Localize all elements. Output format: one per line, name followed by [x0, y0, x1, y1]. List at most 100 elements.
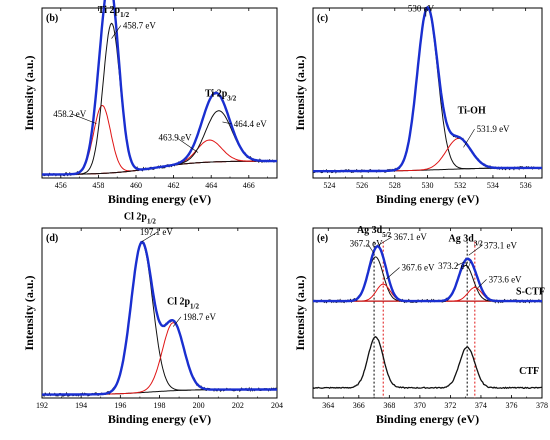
panel-label: (d): [46, 233, 58, 244]
x-tick-label: 536: [520, 181, 532, 190]
annotation-arrow: [386, 267, 400, 280]
x-tick-label: 366: [353, 401, 365, 410]
series-label: S-CTF: [516, 286, 545, 297]
peak-label: Ag 3d5/2: [357, 225, 392, 239]
x-tick-label: 458: [92, 181, 104, 190]
x-tick-label: 370: [414, 401, 426, 410]
axes-frame: [41, 227, 278, 399]
peak-annotation: 367.6 eV: [402, 263, 435, 273]
annotation-arrow: [463, 128, 475, 148]
peak-annotation: 373.2 eV: [438, 261, 471, 271]
x-tick-label: 192: [36, 401, 48, 410]
x-tick-label: 200: [193, 401, 205, 410]
x-tick-label: 196: [114, 401, 126, 410]
panel-c: (c) 524 526 528 530 532 534 536 Binding energy (…: [293, 3, 543, 206]
axes-frame: [312, 227, 543, 399]
x-tick-label: 528: [389, 181, 401, 190]
x-tick-label: 462: [168, 181, 180, 190]
annotation-arrow: [222, 121, 232, 125]
fit-component-line: [42, 322, 277, 396]
x-tick-label: 534: [487, 181, 499, 190]
peak-label-sub: 1/2: [190, 303, 199, 311]
peak-annotation: 198.7 eV: [183, 312, 216, 322]
peak-label-sub: 3/2: [227, 94, 236, 102]
series-label: CTF: [519, 366, 539, 377]
fit-component-line: [42, 22, 277, 175]
peak-annotation: 463.9 eV: [159, 133, 192, 143]
x-tick-label: 364: [322, 401, 334, 410]
y-axis-label: Intensity (a.u.): [22, 275, 36, 350]
x-tick-label: 374: [475, 401, 487, 410]
x-axis-label: Binding energy (eV): [376, 412, 479, 426]
fit-component-line: [313, 283, 542, 302]
x-tick-label: 198: [154, 401, 166, 410]
peak-label-main: Ti-OH: [458, 105, 486, 116]
x-tick-label: 526: [356, 181, 368, 190]
peak-label: Ti-OH: [458, 105, 486, 116]
peak-label-main: Cl 2p: [167, 297, 191, 308]
fit-component-line: [313, 287, 542, 302]
panel-label: (c): [317, 13, 328, 24]
peak-label-sub: 3/2: [474, 240, 483, 248]
annotation-arrow: [456, 261, 465, 267]
annotation-arrow: [176, 137, 199, 153]
fit-component-line: [313, 7, 542, 172]
peak-label: Cl 2p1/2: [124, 212, 157, 226]
axes-frame: [312, 7, 543, 179]
peak-annotation: 367.1 eV: [394, 232, 427, 242]
annotation-arrow: [468, 245, 483, 256]
peak-annotation: 530 eV: [408, 3, 435, 13]
x-tick-label: 376: [505, 401, 517, 410]
peak-label: Cl 2p1/2: [167, 297, 200, 311]
envelope-fit-line: [42, 0, 277, 176]
panel-e: (e) 364 366 368 370 372 374 376 378 Binding energ…: [293, 225, 548, 426]
x-tick-label: 456: [55, 181, 67, 190]
envelope-fit-line: [42, 240, 277, 396]
x-tick-label: 368: [383, 401, 395, 410]
peak-label-main: Ag 3d: [357, 225, 383, 236]
x-tick-label: 464: [205, 181, 217, 190]
x-tick-label: 202: [232, 401, 244, 410]
x-tick-label: 194: [75, 401, 87, 410]
peak-annotation: 373.1 eV: [484, 240, 517, 250]
x-tick-label: 460: [130, 181, 142, 190]
peak-label-main: Ag 3d: [449, 234, 475, 245]
series-ctf-line: [312, 336, 543, 390]
panel-d: (d) 192 194 196 198 200 202 204 Binding energy (…: [22, 212, 283, 427]
y-axis-label: Intensity (a.u.): [293, 275, 307, 350]
x-axis-label: Binding energy (eV): [376, 192, 479, 206]
axes-frame: [41, 7, 278, 179]
peak-annotation: 458.2 eV: [53, 109, 86, 119]
x-tick-label: 524: [323, 181, 335, 190]
peak-label-sub: 1/2: [147, 218, 156, 226]
peak-annotation: 464.4 eV: [234, 119, 267, 129]
fit-component-line: [313, 137, 542, 172]
peak-label: Ag 3d3/2: [449, 234, 484, 248]
peak-annotation: 458.7 eV: [123, 20, 156, 30]
peak-label: Ti 2p3/2: [205, 88, 237, 102]
envelope-fit-line: [313, 5, 542, 173]
peak-annotation: 531.9 eV: [477, 124, 510, 134]
peak-annotation: 373.6 eV: [489, 274, 522, 284]
annotation-arrow: [367, 243, 375, 254]
peak-label-sub: 5/2: [382, 231, 391, 239]
peak-annotation: 367.2 eV: [350, 239, 383, 249]
x-tick-label: 372: [444, 401, 456, 410]
panel-label: (e): [317, 233, 328, 244]
x-tick-label: 532: [454, 181, 466, 190]
annotation-arrow: [476, 279, 487, 290]
x-tick-label: 204: [271, 401, 283, 410]
peak-label-main: Cl 2p: [124, 212, 148, 223]
y-axis-label: Intensity (a.u.): [22, 55, 36, 130]
peak-label-sub: 1/2: [120, 11, 129, 19]
panel-label: (b): [46, 13, 58, 24]
x-axis-label: Binding energy (eV): [108, 192, 211, 206]
peak-label: Ti 2p1/2: [98, 5, 130, 19]
x-tick-label: 378: [536, 401, 548, 410]
annotation-arrow: [172, 316, 182, 327]
y-axis-label: Intensity (a.u.): [293, 55, 307, 130]
annotation-arrow: [111, 25, 122, 39]
panel-b: (b) 456 458 460 462 464 466 Binding energy (eV)…: [22, 0, 278, 206]
fit-component-line: [42, 139, 277, 175]
